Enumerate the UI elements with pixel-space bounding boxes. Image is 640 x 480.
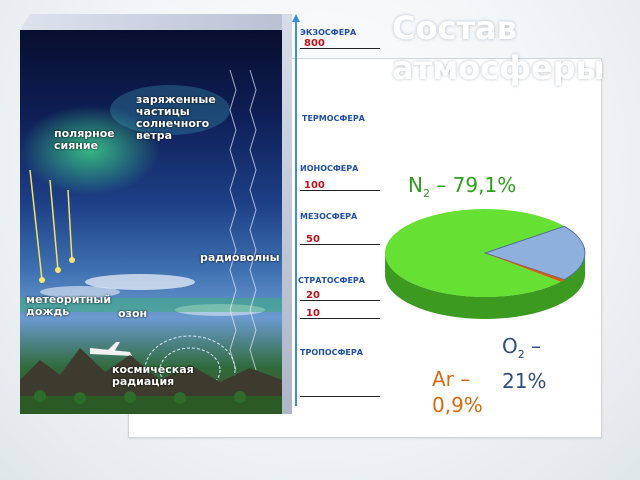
layer-ionosphere: ИОНОСФЕРА: [300, 164, 359, 173]
meteor-streak: [67, 189, 73, 261]
layer-troposphere: ТРОПОСФЕРА: [300, 348, 363, 357]
meteor-streak: [49, 179, 59, 271]
ar-symbol: Ar –: [432, 367, 471, 391]
box-top-face: [20, 14, 292, 30]
pie-slice-n2: [385, 209, 565, 298]
cosmic-label: космическая радиация: [112, 363, 194, 388]
tree: [234, 391, 246, 403]
n2-subscript: 2: [422, 187, 430, 200]
airplane-icon: [90, 348, 132, 356]
tree: [74, 392, 86, 404]
pie-depth: [385, 253, 585, 319]
cloud: [175, 304, 265, 316]
altitude-line-20: [300, 300, 380, 301]
meteor-head: [69, 257, 75, 263]
layer-exosphere: ЭКЗОСФЕРА: [300, 28, 357, 37]
aurora-label: полярное сияние: [54, 127, 115, 152]
meteor-streak: [29, 169, 43, 281]
altitude-line-ground: [300, 396, 380, 397]
radio-wave: [229, 69, 237, 371]
altitude-50: 50: [306, 234, 320, 245]
ar-percent-label: Ar –0,9%: [432, 366, 512, 418]
tree: [34, 390, 46, 402]
o2-dash: –: [524, 334, 542, 358]
box-front-face: заряженные частицы солнечного ветра поля…: [20, 30, 282, 414]
altitude-line-100: [300, 190, 380, 191]
particles-label: заряженные частицы солнечного ветра: [136, 93, 216, 142]
box-side-face: [282, 14, 292, 414]
altitude-20: 20: [306, 290, 320, 301]
pie-slice-ar: [485, 253, 565, 282]
altitude-800: 800: [304, 38, 325, 49]
altitude-100: 100: [304, 180, 325, 191]
ground: [20, 396, 282, 414]
altitude-10: 10: [306, 308, 320, 319]
aurora-glow: [20, 105, 160, 195]
meteor-label: метеоритный дождь: [26, 293, 112, 318]
layer-mesosphere: МЕЗОСФЕРА: [300, 212, 358, 221]
ar-value: 0,9%: [432, 393, 483, 417]
ozone-band: [20, 298, 282, 312]
altitude-line-800: [300, 48, 380, 49]
atmosphere-illustration: заряженные частицы солнечного ветра поля…: [20, 14, 380, 414]
radio-label: радиоволны: [200, 251, 280, 264]
altitude-scale: [292, 14, 300, 406]
aurora-band: [110, 85, 230, 135]
o2-symbol: O: [502, 334, 518, 358]
n2-percent-label: N2 – 79,1%: [408, 172, 516, 207]
pie-slice-o2: [483, 225, 586, 281]
o2-percent-label: O2 – 21%: [502, 333, 582, 394]
ozone-label: озон: [118, 307, 148, 320]
composition-pie-chart: [385, 209, 586, 319]
airplane-wing: [108, 342, 120, 352]
altitude-line-50: [300, 244, 380, 245]
tree: [124, 391, 136, 403]
tree: [174, 392, 186, 404]
cloud: [40, 286, 120, 298]
scale-arrow-icon: [292, 14, 300, 22]
layer-stratosphere: СТРАТОСФЕРА: [298, 276, 365, 285]
o2-subscript: 2: [517, 348, 525, 361]
meteor-head: [39, 277, 45, 283]
n2-symbol: N: [408, 173, 423, 197]
meteor-head: [55, 267, 61, 273]
cloud: [85, 274, 195, 290]
altitude-line-10: [300, 318, 380, 319]
o2-value: 21%: [502, 369, 547, 393]
n2-value: – 79,1%: [429, 173, 517, 197]
slide-title: Состав атмосферы: [392, 9, 605, 87]
sky-scene: [20, 69, 282, 414]
radio-wave: [249, 69, 257, 371]
layer-thermosphere: ТЕРМОСФЕРА: [302, 114, 365, 123]
